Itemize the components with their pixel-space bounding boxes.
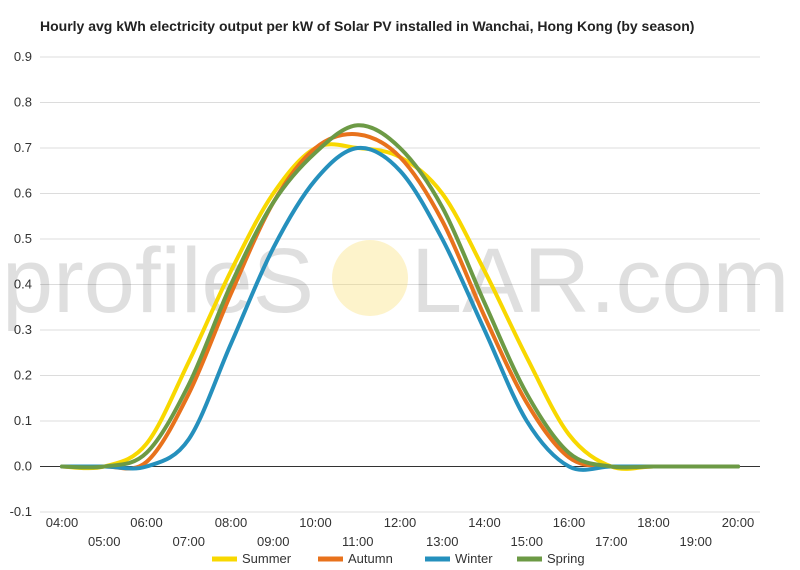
y-tick-label: 0.7 bbox=[14, 140, 32, 155]
legend-label: Autumn bbox=[348, 551, 393, 566]
y-tick-label: 0.0 bbox=[14, 459, 32, 474]
x-tick-label: 12:00 bbox=[384, 515, 417, 530]
legend-item-autumn: Autumn bbox=[318, 551, 393, 566]
x-tick-label: 06:00 bbox=[130, 515, 163, 530]
legend-label: Winter bbox=[455, 551, 493, 566]
x-tick-label: 04:00 bbox=[46, 515, 79, 530]
y-tick-label: 0.2 bbox=[14, 368, 32, 383]
legend-label: Summer bbox=[242, 551, 292, 566]
x-tick-label: 07:00 bbox=[172, 534, 205, 549]
x-tick-label: 16:00 bbox=[553, 515, 586, 530]
x-tick-label: 09:00 bbox=[257, 534, 290, 549]
y-tick-label: -0.1 bbox=[10, 504, 32, 519]
x-tick-label: 08:00 bbox=[215, 515, 248, 530]
watermark-text-part1: profileS bbox=[2, 230, 314, 332]
y-tick-label: 0.4 bbox=[14, 277, 32, 292]
y-tick-label: 0.6 bbox=[14, 186, 32, 201]
watermark-sun-icon bbox=[332, 240, 408, 316]
chart-title: Hourly avg kWh electricity output per kW… bbox=[40, 18, 695, 34]
legend-item-winter: Winter bbox=[425, 551, 493, 566]
watermark-logo: profileS LAR.com bbox=[2, 230, 789, 332]
x-tick-label: 05:00 bbox=[88, 534, 121, 549]
legend-item-summer: Summer bbox=[212, 551, 292, 566]
x-tick-label: 19:00 bbox=[679, 534, 712, 549]
x-tick-label: 10:00 bbox=[299, 515, 332, 530]
legend-label: Spring bbox=[547, 551, 585, 566]
y-tick-label: 0.5 bbox=[14, 231, 32, 246]
y-tick-label: 0.8 bbox=[14, 95, 32, 110]
y-tick-label: 0.9 bbox=[14, 49, 32, 64]
y-tick-label: 0.1 bbox=[14, 413, 32, 428]
x-tick-label: 20:00 bbox=[722, 515, 755, 530]
legend-item-spring: Spring bbox=[517, 551, 585, 566]
y-tick-label: 0.3 bbox=[14, 322, 32, 337]
x-tick-label: 11:00 bbox=[342, 534, 374, 549]
x-tick-label: 13:00 bbox=[426, 534, 459, 549]
x-tick-label: 15:00 bbox=[510, 534, 543, 549]
x-tick-label: 17:00 bbox=[595, 534, 628, 549]
x-tick-label: 18:00 bbox=[637, 515, 670, 530]
series-line-spring bbox=[60, 123, 740, 470]
x-tick-label: 14:00 bbox=[468, 515, 501, 530]
